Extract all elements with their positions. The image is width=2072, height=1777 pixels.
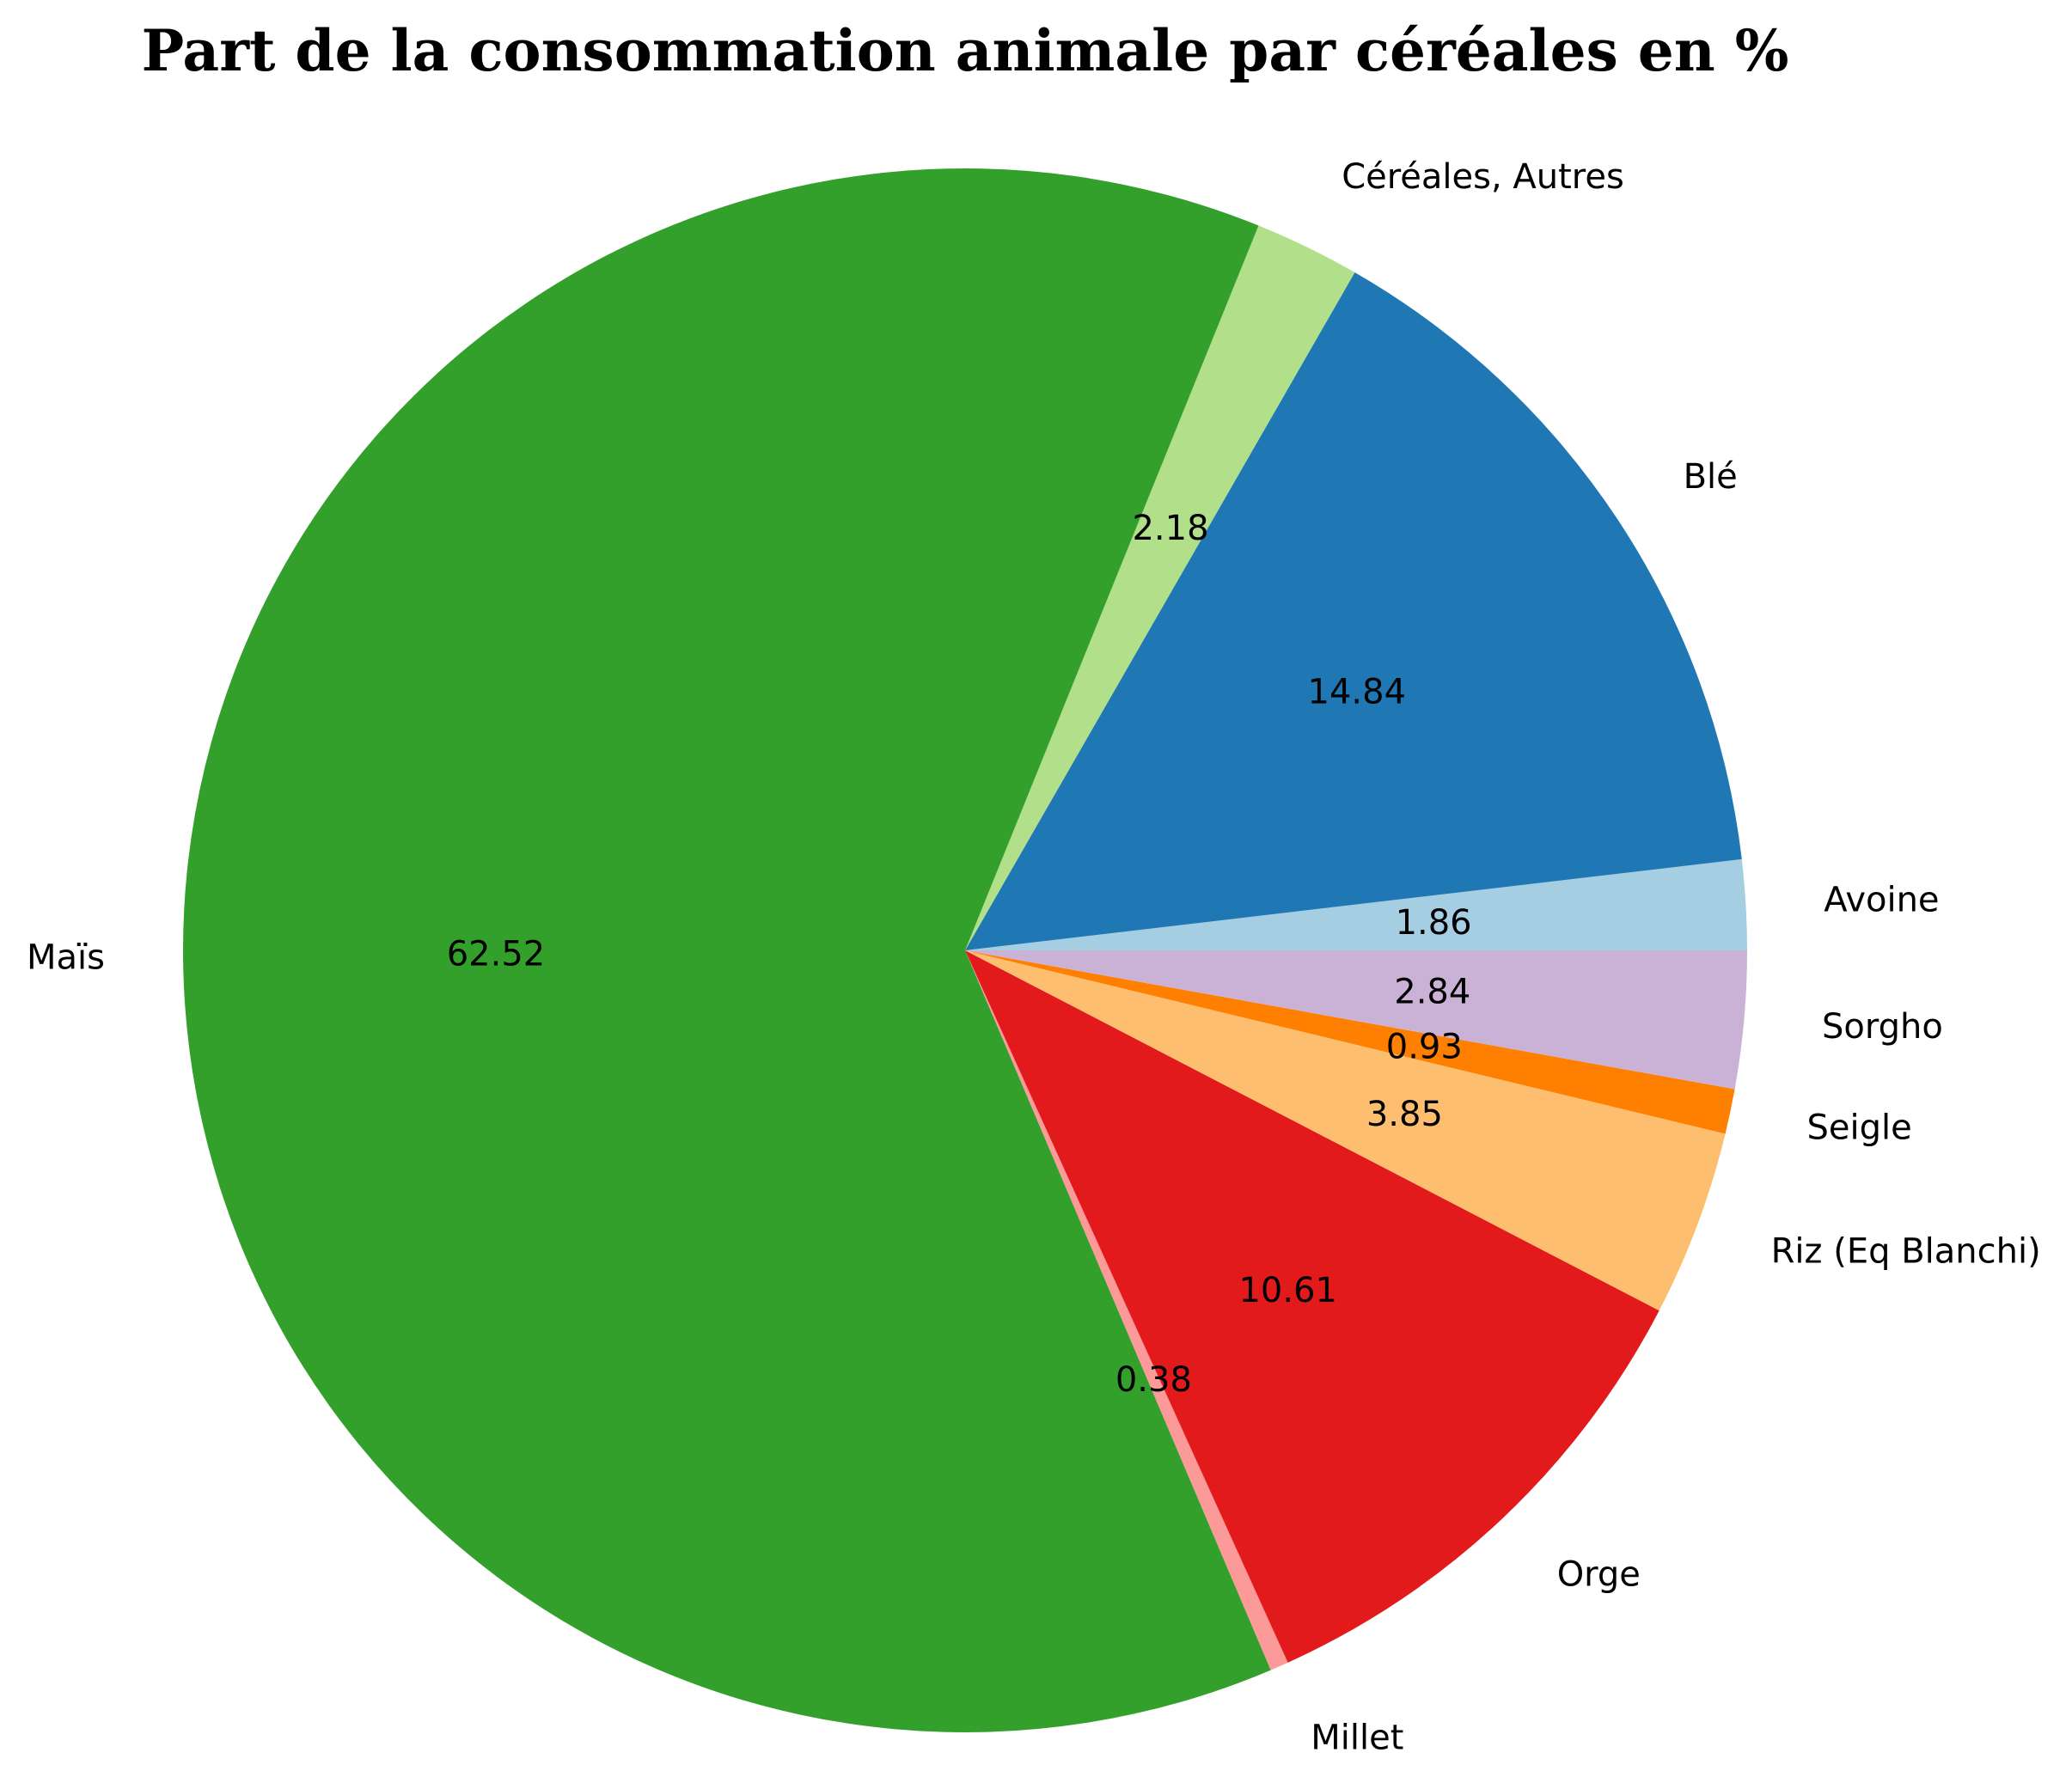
chart-title: Part de la consommation animale par céré… bbox=[142, 17, 1789, 84]
slice-value-cereales-autres: 2.18 bbox=[1132, 509, 1208, 548]
pie-category-labels: Avoine Blé Céréales, Autres Maïs Millet Orge R… bbox=[27, 157, 2041, 1758]
slice-label-sorgho: Sorgho bbox=[1822, 1007, 1943, 1047]
slice-label-ble: Blé bbox=[1684, 457, 1738, 497]
pie-slice-millet bbox=[965, 950, 1288, 1670]
pie-slice-avoine bbox=[965, 858, 1747, 950]
slice-value-sorgho: 2.84 bbox=[1394, 973, 1470, 1012]
pie-value-labels: 1.86 14.84 2.18 62.52 0.38 10.61 3.85 0.93 2.84 bbox=[447, 509, 1472, 1400]
slice-value-seigle: 0.93 bbox=[1386, 1028, 1463, 1067]
slice-value-orge: 10.61 bbox=[1238, 1271, 1337, 1310]
slice-label-seigle: Seigle bbox=[1807, 1108, 1912, 1147]
pie-slice-riz-eq-blanchi bbox=[965, 950, 1726, 1311]
pie-slice-ble bbox=[965, 272, 1742, 950]
pie-slice-mais bbox=[182, 168, 1271, 1732]
pie-slice-orge bbox=[965, 950, 1659, 1663]
slice-label-orge: Orge bbox=[1557, 1554, 1641, 1594]
slice-label-riz-eq-blanchi: Riz (Eq Blanchi) bbox=[1771, 1232, 2041, 1272]
slice-value-ble: 14.84 bbox=[1308, 672, 1407, 711]
slice-value-avoine: 1.86 bbox=[1396, 903, 1472, 943]
slice-label-cereales-autres: Céréales, Autres bbox=[1342, 157, 1624, 197]
pie-slice-sorgho bbox=[965, 950, 1747, 1090]
slice-label-avoine: Avoine bbox=[1824, 881, 1939, 920]
slice-label-millet: Millet bbox=[1311, 1719, 1403, 1758]
pie-slice-cereales-autres bbox=[965, 225, 1355, 950]
pie-slices bbox=[182, 168, 1747, 1732]
slice-value-millet: 0.38 bbox=[1115, 1360, 1192, 1400]
slice-label-mais: Maïs bbox=[27, 938, 105, 978]
pie-slice-seigle bbox=[965, 950, 1735, 1134]
slice-value-riz-eq-blanchi: 3.85 bbox=[1366, 1095, 1443, 1134]
slice-value-mais: 62.52 bbox=[447, 935, 546, 974]
